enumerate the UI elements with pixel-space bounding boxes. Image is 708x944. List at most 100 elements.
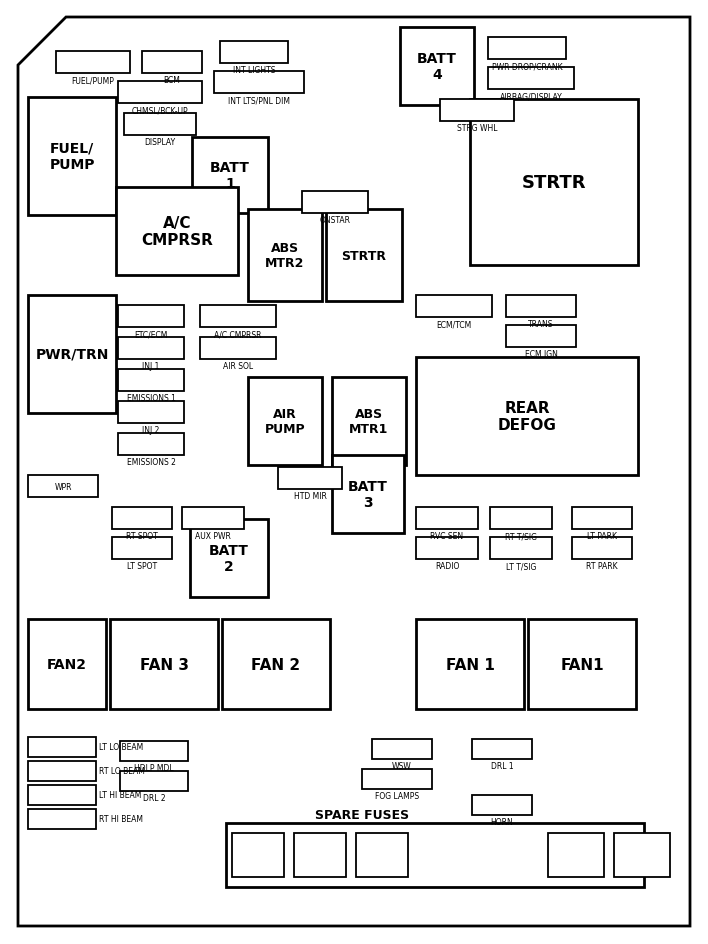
Text: RT SPOT: RT SPOT: [126, 531, 158, 540]
Text: STRTR: STRTR: [522, 174, 586, 192]
Bar: [488, 68, 574, 90]
Bar: [506, 326, 576, 347]
Bar: [222, 619, 330, 709]
Bar: [28, 737, 96, 757]
Bar: [528, 619, 636, 709]
Bar: [332, 456, 404, 533]
Text: BATT
1: BATT 1: [210, 160, 250, 191]
Bar: [416, 295, 492, 318]
Bar: [110, 619, 218, 709]
Bar: [214, 72, 304, 93]
Bar: [232, 834, 284, 877]
Bar: [124, 114, 196, 136]
Bar: [118, 433, 184, 456]
Text: RT HI BEAM: RT HI BEAM: [99, 815, 143, 823]
Text: LT PARK: LT PARK: [587, 531, 617, 540]
Bar: [294, 834, 346, 877]
Bar: [548, 834, 604, 877]
Bar: [28, 295, 116, 413]
Bar: [182, 508, 244, 530]
Bar: [416, 508, 478, 530]
Text: FAN 3: FAN 3: [139, 657, 188, 672]
Bar: [472, 795, 532, 815]
Bar: [372, 739, 432, 759]
Bar: [248, 210, 322, 302]
Text: FUEL/PUMP: FUEL/PUMP: [72, 76, 115, 85]
Text: ECM/TCM: ECM/TCM: [436, 320, 472, 329]
Text: A/C CMPRSR: A/C CMPRSR: [215, 329, 262, 339]
Bar: [200, 306, 276, 328]
Text: AIRBAG/DISPLAY: AIRBAG/DISPLAY: [500, 92, 562, 101]
Text: ABS
MTR2: ABS MTR2: [266, 242, 304, 270]
Bar: [118, 401, 184, 424]
Text: FAN2: FAN2: [47, 657, 87, 671]
Text: INJ 1: INJ 1: [142, 362, 160, 371]
Text: SPARE FUSES: SPARE FUSES: [315, 808, 409, 821]
Bar: [118, 82, 202, 104]
Bar: [326, 210, 402, 302]
Text: LT LO BEAM: LT LO BEAM: [99, 743, 143, 751]
Text: FUEL/
PUMP: FUEL/ PUMP: [50, 142, 95, 172]
Bar: [472, 739, 532, 759]
Text: RT PARK: RT PARK: [586, 562, 618, 570]
Text: STRG WHL: STRG WHL: [457, 124, 497, 133]
Text: FAN1: FAN1: [560, 657, 604, 672]
Text: PWR/TRN: PWR/TRN: [35, 347, 109, 362]
Bar: [278, 467, 342, 490]
Text: AIR SOL: AIR SOL: [223, 362, 253, 371]
Bar: [248, 378, 322, 465]
Bar: [572, 537, 632, 560]
Bar: [506, 295, 576, 318]
Text: HDLP MDL: HDLP MDL: [135, 763, 173, 772]
Text: BATT
3: BATT 3: [348, 480, 388, 510]
Bar: [416, 619, 524, 709]
Text: INT LIGHTS: INT LIGHTS: [233, 66, 275, 75]
Text: RADIO: RADIO: [435, 562, 459, 570]
Text: ONSTAR: ONSTAR: [319, 216, 350, 225]
Text: EMISSIONS 1: EMISSIONS 1: [127, 394, 176, 402]
Bar: [28, 619, 106, 709]
Bar: [614, 834, 670, 877]
Text: A/C
CMPRSR: A/C CMPRSR: [141, 215, 213, 248]
Bar: [572, 508, 632, 530]
Bar: [302, 192, 368, 213]
Bar: [490, 508, 552, 530]
Text: INT LTS/PNL DIM: INT LTS/PNL DIM: [228, 96, 290, 105]
Text: ETC/ECM: ETC/ECM: [135, 329, 168, 339]
Text: TRANS: TRANS: [528, 320, 554, 329]
Text: FAN 1: FAN 1: [445, 657, 494, 672]
Text: REAR
DEFOG: REAR DEFOG: [498, 400, 556, 432]
Text: ECM IGN: ECM IGN: [525, 349, 557, 359]
Text: RT T/SIG: RT T/SIG: [505, 531, 537, 540]
Text: WSW: WSW: [392, 761, 412, 770]
Text: BATT
2: BATT 2: [209, 544, 249, 574]
Text: HORN: HORN: [491, 818, 513, 826]
Bar: [488, 38, 566, 59]
Bar: [118, 306, 184, 328]
Text: BCM: BCM: [164, 76, 181, 85]
Bar: [190, 519, 268, 598]
Text: LT HI BEAM: LT HI BEAM: [99, 791, 142, 800]
Text: RT LO BEAM: RT LO BEAM: [99, 767, 145, 776]
Bar: [28, 785, 96, 805]
Text: DRL 2: DRL 2: [143, 793, 165, 802]
Bar: [416, 537, 478, 560]
Bar: [116, 188, 238, 276]
Text: ABS
MTR1: ABS MTR1: [349, 408, 389, 435]
Text: LT T/SIG: LT T/SIG: [506, 562, 536, 570]
Text: WPR: WPR: [55, 482, 72, 491]
Bar: [112, 537, 172, 560]
Text: DISPLAY: DISPLAY: [144, 138, 176, 147]
Bar: [356, 834, 408, 877]
Text: STRTR: STRTR: [341, 249, 387, 262]
Text: HTD MIR: HTD MIR: [294, 492, 326, 500]
Bar: [200, 338, 276, 360]
Text: BATT
4: BATT 4: [417, 52, 457, 82]
Bar: [220, 42, 288, 64]
Bar: [332, 378, 406, 465]
Bar: [226, 823, 644, 887]
Text: INJ 2: INJ 2: [142, 426, 160, 434]
Bar: [192, 138, 268, 213]
Bar: [470, 100, 638, 265]
Bar: [440, 100, 514, 122]
